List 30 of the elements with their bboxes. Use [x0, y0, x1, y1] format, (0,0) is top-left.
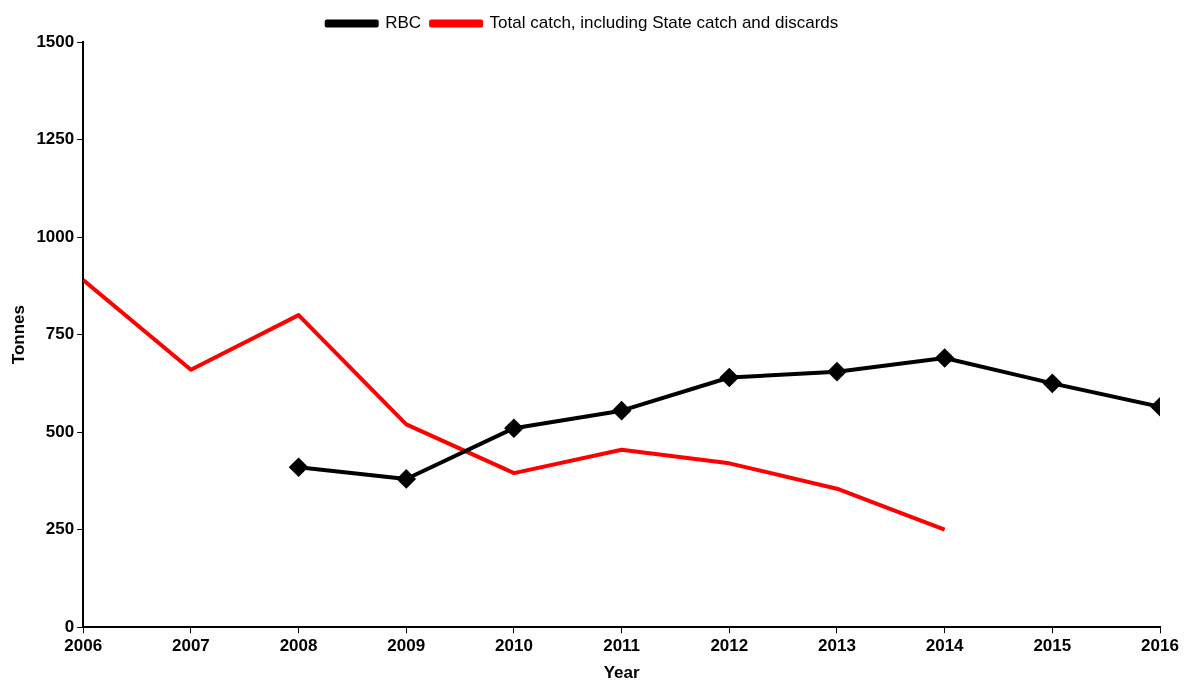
y-tick-label: 0 — [64, 616, 75, 636]
x-tick-label: 2010 — [495, 636, 533, 656]
x-tick-label: 2012 — [710, 636, 749, 656]
point — [289, 458, 308, 477]
x-axis-title: Year — [603, 663, 640, 683]
point — [1043, 374, 1062, 393]
y-tick-label: 500 — [45, 421, 75, 441]
x-tick-label: 2015 — [1033, 636, 1072, 656]
x-tick-label: 2006 — [64, 636, 103, 656]
x-tick-label: 2007 — [171, 636, 210, 656]
x-tick-label: 2016 — [1141, 636, 1179, 656]
y-tick-label: 250 — [45, 519, 75, 539]
y-tick-label: 1500 — [36, 31, 75, 51]
point — [935, 349, 954, 368]
x-tick-label: 2011 — [603, 636, 641, 656]
x-tick-label: 2008 — [279, 636, 318, 656]
x-tick-label: 2014 — [925, 636, 965, 656]
y-axis-title: Tonnes — [8, 305, 28, 365]
y-tick-label: 750 — [45, 324, 75, 344]
point — [720, 368, 739, 387]
point — [397, 469, 416, 488]
legend-label: RBC — [385, 13, 422, 33]
x-tick-label: 2013 — [818, 636, 856, 656]
point — [827, 362, 846, 381]
y-tick-label: 1000 — [36, 226, 75, 246]
point — [504, 419, 523, 438]
x-tick-label: 2009 — [387, 636, 426, 656]
y-tick-label: 1250 — [36, 129, 75, 149]
point — [612, 401, 631, 420]
legend-label: Total catch, including State catch and discards — [489, 13, 839, 33]
